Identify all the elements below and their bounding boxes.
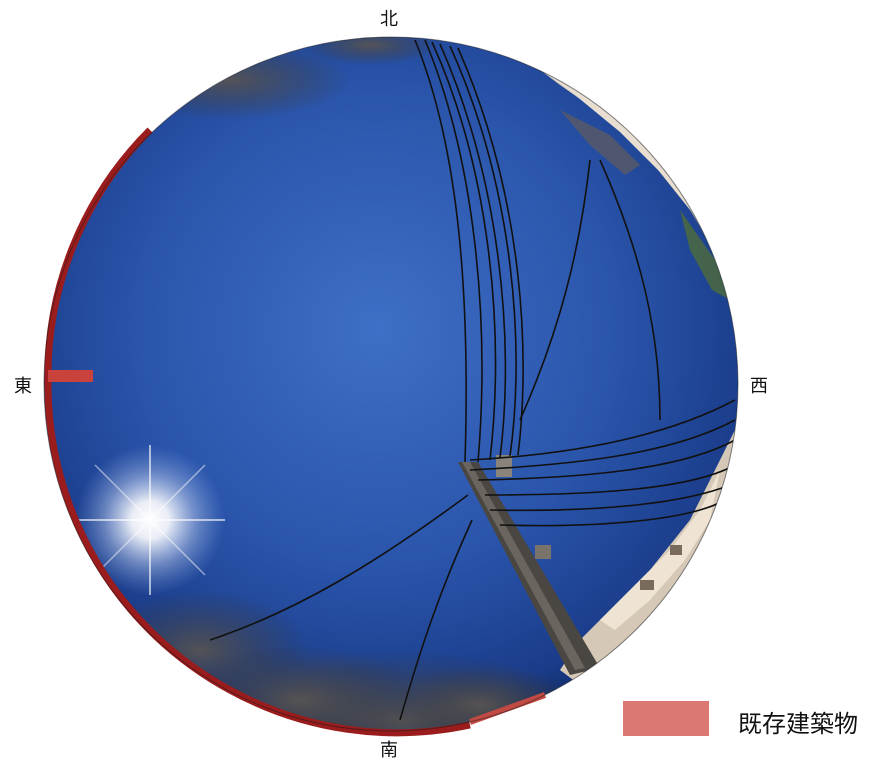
existing-building-east-bar [48,370,93,382]
compass-east-label: 東 [14,376,32,397]
compass-west-label: 西 [750,376,768,397]
legend-label: 既存建築物 [738,710,858,738]
compass-south-label: 南 [380,740,398,761]
compass-north-label: 北 [380,9,398,30]
legend-swatch [623,701,709,736]
power-lines [209,39,736,721]
sky-disc [44,37,738,731]
legend: 既存建築物 [623,700,882,740]
